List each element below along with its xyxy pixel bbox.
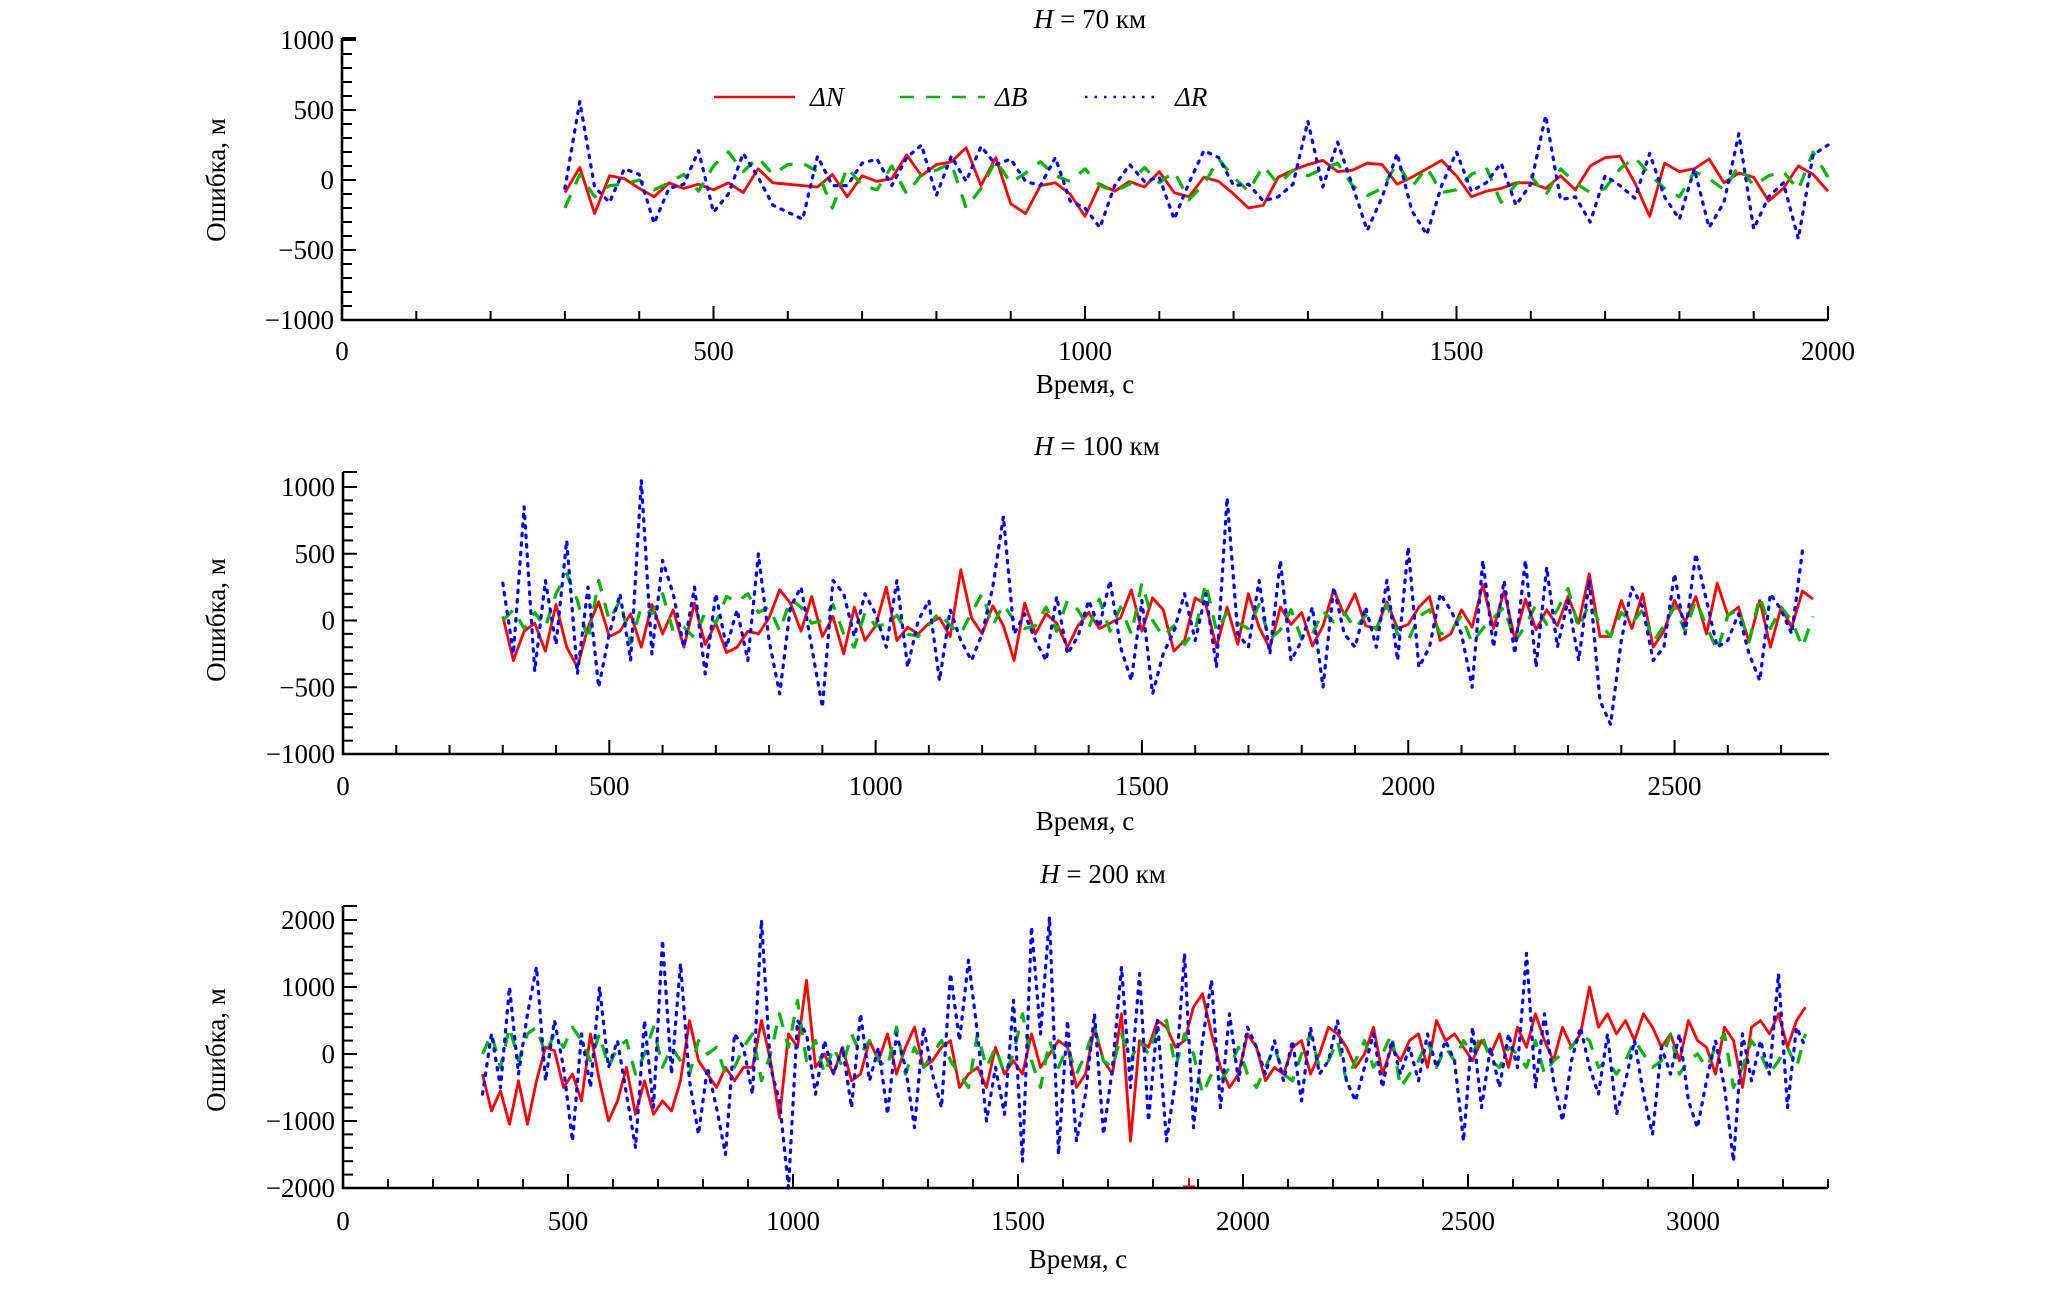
series-line-dR xyxy=(480,915,1808,1190)
legend-label-dR: ΔR xyxy=(1174,82,1208,112)
panel-h100: H = 100 км −1000 −500 0 500 1000 0 500 1000 1500… xyxy=(201,431,1829,836)
x-tick-label: 0 xyxy=(335,336,349,366)
x-tick-label: 0 xyxy=(336,1206,350,1236)
plot-area: −1000 −500 0 500 1000 0 500 1000 1500 2000 2500 xyxy=(266,471,1829,801)
y-axis-title: Ошибка, м xyxy=(201,988,231,1112)
y-tick-label: 1000 xyxy=(280,25,334,55)
x-tick-label: 2500 xyxy=(1648,771,1702,801)
y-tick-label: 1000 xyxy=(281,472,335,502)
x-tick-label: 2500 xyxy=(1441,1206,1495,1236)
x-axis-title: Время, с xyxy=(1036,806,1134,836)
x-tick-label: 1500 xyxy=(1115,771,1169,801)
panel-title-rest: = 100 км xyxy=(1054,431,1160,461)
panel-title-rest: = 70 км xyxy=(1053,4,1146,34)
x-axis-title: Время, с xyxy=(1036,369,1134,399)
panel-title-var: H xyxy=(1033,431,1055,461)
plot-area: −2000 −1000 0 1000 2000 0 500 1000 1500 2000 2500 3… xyxy=(266,905,1829,1236)
y-tick-label: 0 xyxy=(321,165,335,195)
series-line-dR xyxy=(563,99,1830,241)
x-tick-label: 500 xyxy=(589,771,630,801)
y-axis-title: Ошибка, м xyxy=(201,118,231,242)
x-tick-label: 2000 xyxy=(1801,336,1855,366)
panel-title-rest: = 200 км xyxy=(1060,859,1166,889)
x-tick-label: 2000 xyxy=(1381,771,1435,801)
x-tick-label: 1000 xyxy=(766,1206,820,1236)
y-tick-label: −1000 xyxy=(266,1106,335,1136)
x-tick-label: 1000 xyxy=(1058,336,1112,366)
y-tick-label: 0 xyxy=(322,606,336,636)
panel-h200: H = 200 км −2000 −1000 0 1000 2000 0 500 1000 15… xyxy=(201,859,1829,1274)
series-line-dB xyxy=(501,572,1815,653)
y-tick-label: 500 xyxy=(294,95,335,125)
x-tick-label: 3000 xyxy=(1666,1206,1720,1236)
y-tick-label: −1000 xyxy=(266,739,335,769)
panel-title: H = 100 км xyxy=(1033,431,1160,461)
x-tick-label: 0 xyxy=(336,771,350,801)
x-tick-label: 2000 xyxy=(1216,1206,1270,1236)
y-tick-label: −2000 xyxy=(266,1173,335,1203)
x-tick-label: 500 xyxy=(548,1206,589,1236)
legend-label-dB: ΔB xyxy=(994,82,1027,112)
x-axis-title: Время, с xyxy=(1029,1244,1127,1274)
y-tick-label: 0 xyxy=(322,1039,336,1069)
y-tick-label: −500 xyxy=(279,672,335,702)
series-line-dN xyxy=(481,978,1807,1143)
x-tick-label: 1500 xyxy=(1430,336,1484,366)
y-tick-label: 2000 xyxy=(281,905,335,935)
y-tick-label: 500 xyxy=(295,539,336,569)
plot-area: −1000 −500 0 500 1000 0 500 1000 1500 2000 xyxy=(265,25,1855,366)
series-line-dB xyxy=(563,150,1830,210)
panel-h70: H = 70 км −1000 −500 0 500 1000 0 500 1000 1500 2… xyxy=(201,4,1855,399)
y-tick-label: −500 xyxy=(278,235,334,265)
series-line-dR xyxy=(501,478,1805,727)
x-tick-label: 1500 xyxy=(991,1206,1045,1236)
panel-title: H = 70 км xyxy=(1033,4,1146,34)
x-tick-label: 1000 xyxy=(849,771,903,801)
legend: ΔN ΔB ΔR xyxy=(714,82,1208,112)
panel-title-var: H xyxy=(1039,859,1061,889)
y-tick-label: 1000 xyxy=(281,972,335,1002)
x-tick-label: 500 xyxy=(693,336,734,366)
series-line-dN xyxy=(501,568,1814,669)
y-tick-label: −1000 xyxy=(265,305,334,335)
legend-label-dN: ΔN xyxy=(809,82,846,112)
series-line-dN xyxy=(563,146,1830,218)
panel-title: H = 200 км xyxy=(1039,859,1166,889)
panel-title-var: H xyxy=(1033,4,1055,34)
y-axis-title: Ошибка, м xyxy=(201,558,231,682)
